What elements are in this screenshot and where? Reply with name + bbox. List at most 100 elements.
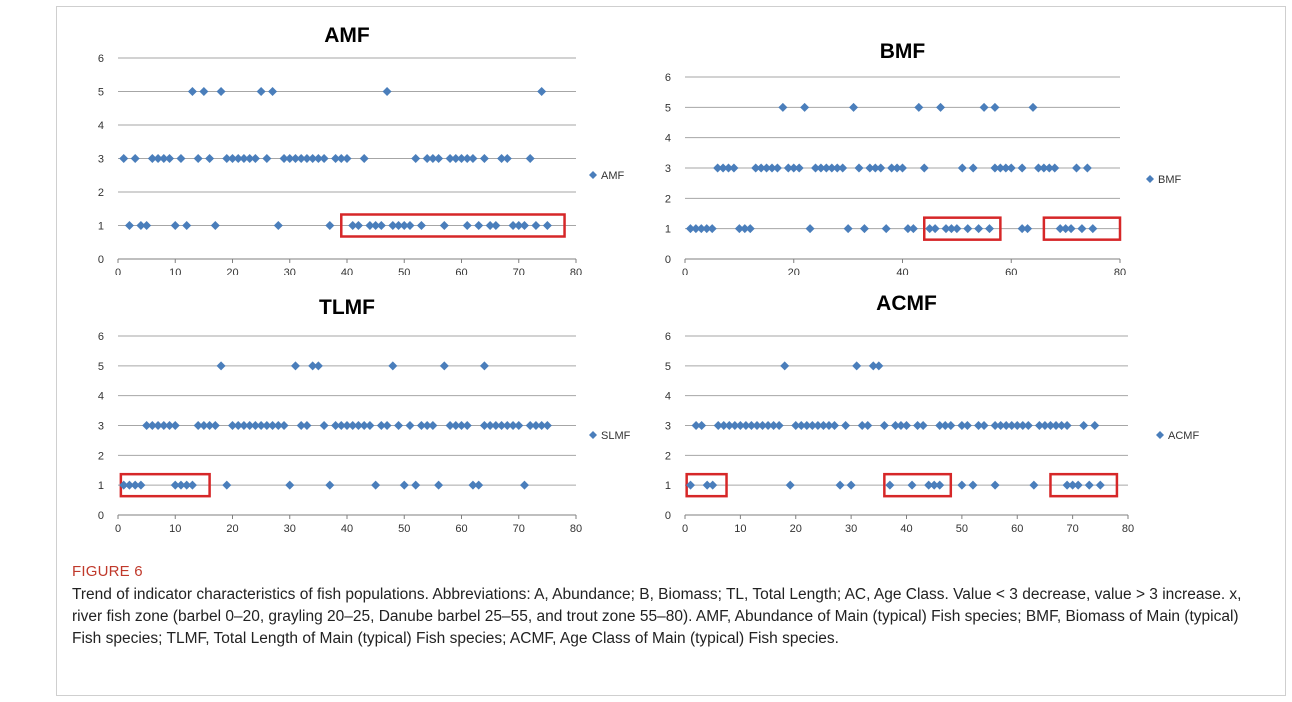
chart-amf-point [348,221,358,230]
chart-tlmf-ytick-label: 3 [98,421,104,433]
chart-amf-point [256,87,266,96]
chart-tlmf-point [256,421,266,430]
chart-bmf-point [974,224,984,234]
chart-tlmf-point [537,421,547,430]
chart-tlmf-point [170,421,180,430]
chart-amf-point [342,154,352,163]
chart-tlmf-point [233,421,243,430]
chart-tlmf-point [371,480,381,490]
chart-tlmf-point [153,421,163,430]
chart-acmf-point [929,480,939,490]
chart-tlmf-ytick-label: 1 [98,480,104,492]
chart-amf-point [290,154,300,163]
chart-amf-xtick-label: 30 [284,267,296,275]
chart-acmf-point [807,421,817,430]
chart-bmf-point [843,224,853,234]
chart-bmf-point [979,102,989,112]
chart-tlmf-title: TLMF [319,296,375,319]
chart-bmf-point [800,102,810,112]
chart-tlmf-point [479,361,489,371]
chart-amf-point [124,221,134,230]
chart-tlmf-point [353,421,363,430]
chart-amf-point [353,221,363,230]
chart-amf-ytick-label: 0 [98,254,104,266]
chart-amf-point [199,87,209,96]
chart-tlmf-point [359,421,369,430]
chart-bmf-point [1039,163,1049,173]
chart-acmf-point [1062,480,1072,490]
chart-amf-point [428,154,438,163]
chart-bmf-point [724,163,733,173]
chart-tlmf-point [348,421,358,430]
chart-tlmf-legend-marker [589,431,597,439]
chart-bmf-point [1023,224,1033,234]
chart-amf-point [205,154,215,163]
chart-amf-xtick-label: 10 [169,267,181,275]
chart-acmf-point [780,361,790,371]
chart-tlmf-ytick-label: 2 [98,450,104,462]
chart-amf-point [210,221,220,230]
chart-acmf-point [713,421,723,430]
chart-bmf-point [990,163,1000,173]
chart-acmf-point [824,421,834,430]
chart-bmf-point [707,224,717,234]
chart-acmf-point [973,421,983,430]
chart-amf-point [273,221,283,230]
chart-bmf-point [772,163,782,173]
chart-acmf-point [730,421,740,430]
chart-amf-xtick-label: 0 [115,267,121,275]
chart-bmf-point [870,163,880,173]
chart-bmf-point [859,224,869,234]
chart-tlmf-point [479,421,489,430]
chart-tlmf-point [290,361,300,371]
chart-bmf-ytick-label: 1 [665,224,671,236]
chart-acmf-point [1084,480,1094,490]
chart-acmf-point [913,421,923,430]
chart-amf-point [457,154,466,163]
chart-acmf-point [852,361,862,371]
chart-bmf-point [914,102,924,112]
chart-acmf-point [1040,421,1050,430]
chart-acmf-highlight-box [883,472,953,498]
chart-acmf-legend-marker [1156,431,1164,439]
chart-amf-point [422,154,432,163]
chart-bmf-point [751,163,761,173]
chart-amf-highlight-box [340,213,566,238]
chart-amf-point [514,221,524,230]
chart-acmf-point [813,421,823,430]
chart-bmf-highlight-box [923,216,1002,241]
chart-amf-point [302,154,312,163]
chart-amf-point [170,221,180,230]
chart-acmf-point [846,480,856,490]
chart-tlmf-point [296,421,306,430]
chart-amf-title: AMF [324,24,370,47]
chart-acmf-point [857,421,867,430]
chart-bmf-point [995,163,1005,173]
chart-tlmf-point [222,480,232,490]
chart-tlmf-point [542,421,552,430]
chart-tlmf-point [159,421,169,430]
chart-tlmf-point [313,361,323,371]
chart-bmf-point [957,163,967,173]
chart-bmf-point [881,224,891,234]
chart-bmf-legend-marker [1146,175,1154,183]
chart-bmf-point [762,163,772,173]
chart-tlmf-point [428,421,438,430]
chart-tlmf-point [239,421,249,430]
chart-acmf-point [835,480,845,490]
chart-amf-point [308,154,318,163]
chart-tlmf-xtick-label: 80 [570,523,582,533]
chart-bmf-point [865,163,875,173]
chart-tlmf-xtick-label: 50 [398,523,410,533]
figure-caption: Trend of indicator characteristics of fi… [72,586,1242,647]
chart-acmf-point [946,421,956,430]
chart-bmf-point [892,163,902,173]
chart-acmf-point [874,361,884,371]
chart-bmf-ytick-label: 3 [665,163,671,175]
chart-amf-point [497,154,507,163]
chart-bmf-point [930,224,940,234]
chart-amf-point [519,221,529,230]
chart-bmf-point [1082,163,1092,173]
chart-acmf-xtick-label: 70 [1067,523,1079,533]
